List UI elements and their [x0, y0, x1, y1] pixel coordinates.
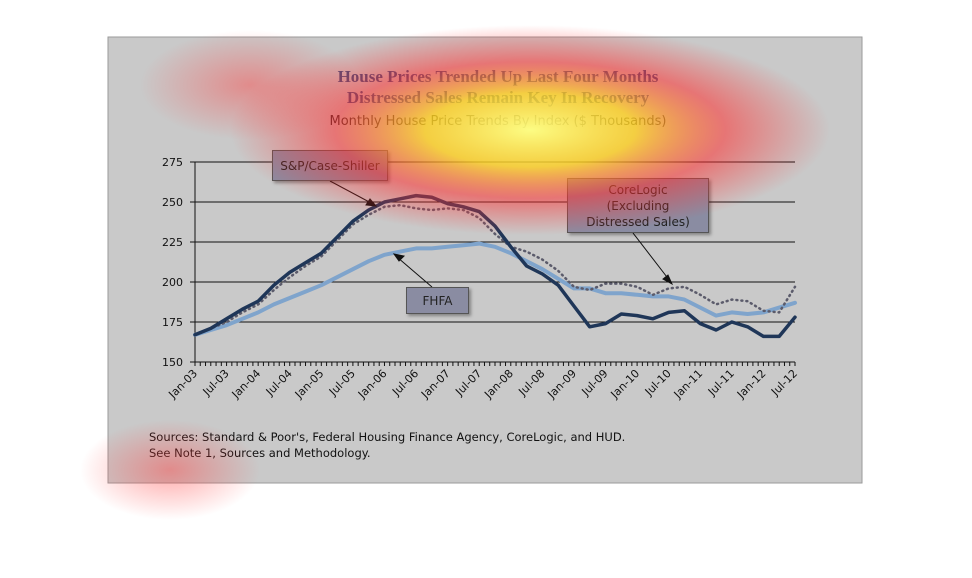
series-line: [193, 241, 797, 337]
y-tick-label: 275: [162, 156, 183, 169]
y-tick-label: 150: [162, 356, 183, 369]
source-line: Sources: Standard & Poor's, Federal Hous…: [149, 430, 626, 444]
y-tick-label: 225: [162, 236, 183, 249]
chart-subtitle: Monthly House Price Trends By Index ($ T…: [330, 114, 667, 129]
annotation: S&P/Case-Shiller: [272, 150, 388, 181]
chart-title: House Prices Trended Up Last Four Months: [338, 67, 659, 86]
chart-title: Distressed Sales Remain Key In Recovery: [347, 88, 650, 107]
source-note: Sources: Standard & Poor's, Federal Hous…: [149, 429, 625, 461]
y-tick-label: 250: [162, 196, 183, 209]
annotation: CoreLogic (Excluding Distressed Sales): [567, 178, 709, 233]
annotation: FHFA: [406, 287, 469, 314]
y-tick-label: 175: [162, 316, 183, 329]
y-tick-label: 200: [162, 276, 183, 289]
source-line: See Note 1, Sources and Methodology.: [149, 446, 371, 460]
